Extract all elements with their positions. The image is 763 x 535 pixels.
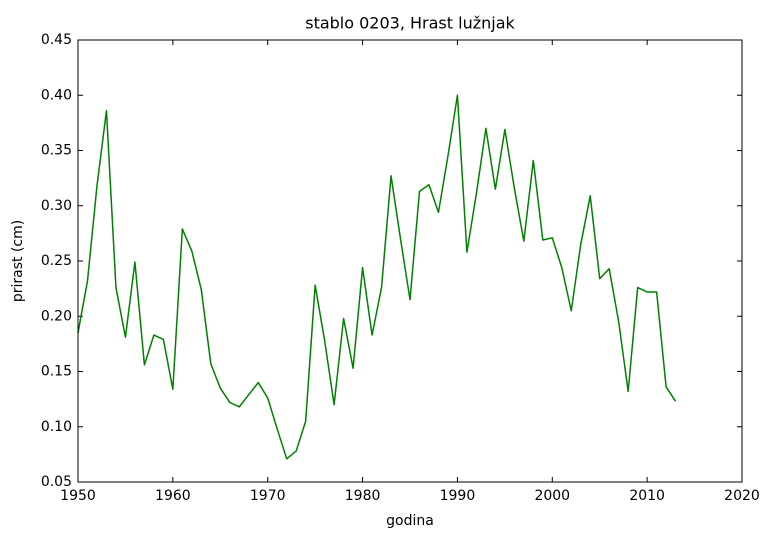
y-tick-label: 0.05 — [41, 474, 72, 490]
x-axis-label: godina — [386, 513, 434, 529]
x-tick-label: 1990 — [440, 488, 476, 504]
y-tick-label: 0.10 — [41, 419, 72, 435]
y-tick-label: 0.45 — [41, 32, 72, 48]
data-line — [77, 94, 677, 460]
y-tick-label: 0.40 — [41, 87, 72, 103]
x-tick-label: 1980 — [345, 488, 381, 504]
y-tick-label: 0.25 — [41, 253, 72, 269]
x-tick-label: 2020 — [724, 488, 760, 504]
y-tick-label: 0.35 — [41, 143, 72, 159]
x-tick-label: 1970 — [250, 488, 286, 504]
x-tick-label: 2000 — [534, 488, 570, 504]
y-tick-label: 0.20 — [41, 308, 72, 324]
chart-title: stablo 0203, Hrast lužnjak — [305, 14, 515, 33]
x-tick-label: 1960 — [155, 488, 191, 504]
y-axis-label: prirast (cm) — [10, 220, 26, 302]
plot-frame — [77, 39, 743, 483]
x-tick-label: 2010 — [629, 488, 665, 504]
y-tick-label: 0.15 — [41, 364, 72, 380]
y-tick-label: 0.30 — [41, 198, 72, 214]
x-tick-label: 1950 — [60, 488, 96, 504]
